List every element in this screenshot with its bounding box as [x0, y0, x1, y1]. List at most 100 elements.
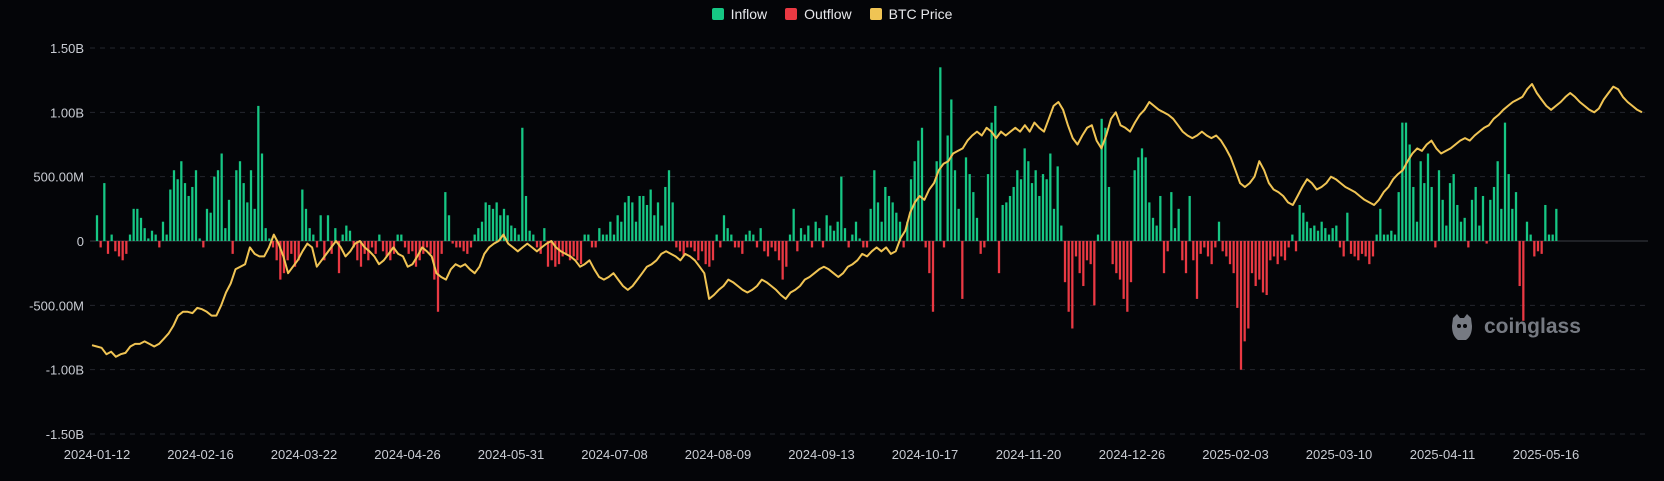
- inflow-bar: [620, 221, 623, 241]
- inflow-bar: [216, 170, 220, 241]
- x-tick-label: 2024-08-09: [685, 447, 752, 462]
- inflow-bar: [1291, 234, 1294, 241]
- inflow-bar: [499, 215, 502, 241]
- outflow-bar: [1434, 241, 1437, 248]
- outflow-bar: [1085, 241, 1089, 261]
- inflow-bar: [139, 217, 143, 241]
- outflow-bar: [1203, 241, 1206, 248]
- outflow-bar: [1283, 241, 1287, 261]
- inflow-bar: [1408, 144, 1411, 241]
- outflow-bar: [202, 241, 205, 248]
- inflow-bar: [667, 170, 671, 241]
- inflow-bar: [1514, 192, 1518, 241]
- outflow-bar: [433, 241, 436, 280]
- outflow-bar: [99, 241, 102, 248]
- inflow-swatch-icon: [711, 8, 724, 20]
- inflow-bar: [334, 228, 337, 241]
- outflow-bar: [407, 241, 410, 254]
- outflow-bar: [847, 241, 850, 248]
- inflow-bar: [898, 221, 902, 241]
- inflow-bar: [1038, 195, 1041, 241]
- inflow-bar: [1144, 157, 1147, 241]
- outflow-bar: [590, 241, 594, 248]
- outflow-bar: [1357, 241, 1360, 261]
- outflow-bar: [1360, 241, 1364, 254]
- outflow-bar: [1280, 241, 1283, 257]
- inflow-bar: [1375, 234, 1378, 241]
- outflow-bar: [979, 241, 982, 254]
- inflow-bar: [1030, 183, 1034, 241]
- outflow-bar: [1239, 241, 1243, 370]
- inflow-bar: [825, 215, 828, 241]
- outflow-bar: [675, 241, 678, 248]
- outflow-bar: [704, 241, 707, 265]
- inflow-bar: [257, 105, 260, 242]
- inflow-bar: [1404, 122, 1408, 241]
- inflow-bar: [946, 135, 949, 241]
- x-tick-label: 2024-11-20: [996, 447, 1062, 462]
- inflow-bar: [1555, 208, 1558, 241]
- inflow-bar: [488, 204, 491, 241]
- inflow-bar: [920, 127, 924, 241]
- inflow-bar: [1019, 179, 1023, 241]
- outflow-bar: [1540, 241, 1543, 254]
- inflow-bar: [854, 221, 858, 241]
- inflow-bar: [480, 221, 484, 241]
- outflow-bar: [1166, 241, 1169, 252]
- x-tick-label: 2024-12-26: [1099, 447, 1166, 462]
- inflow-bar: [1320, 221, 1323, 241]
- outflow-bar: [942, 241, 946, 248]
- inflow-bar: [1452, 174, 1455, 241]
- inflow-bar: [730, 234, 733, 241]
- inflow-bar: [917, 140, 920, 241]
- inflow-bar: [1049, 153, 1052, 241]
- outflow-bar: [106, 241, 110, 254]
- inflow-bar: [1045, 179, 1048, 241]
- x-tick-label: 2025-02-03: [1202, 447, 1269, 462]
- outflow-bar: [1353, 241, 1356, 257]
- inflow-bar: [645, 204, 649, 241]
- x-tick-label: 2024-07-08: [581, 447, 648, 462]
- outflow-bar: [1261, 241, 1265, 293]
- outflow-bar: [565, 241, 568, 254]
- inflow-bar: [1107, 186, 1111, 241]
- inflow-bar: [1492, 186, 1496, 241]
- inflow-bar: [1489, 199, 1492, 241]
- inflow-bar: [1331, 228, 1334, 241]
- outflow-bar: [231, 241, 234, 254]
- outflow-bar: [535, 241, 539, 248]
- inflow-bar: [1426, 153, 1430, 241]
- inflow-bar: [304, 208, 308, 241]
- inflow-bar: [1060, 225, 1063, 241]
- inflow-bar: [220, 153, 223, 241]
- outflow-bar: [1258, 241, 1261, 280]
- legend-item-inflow[interactable]: Inflow: [711, 6, 767, 22]
- outflow-bar: [719, 241, 722, 248]
- outflow-bar: [290, 241, 293, 254]
- inflow-bar: [1324, 228, 1327, 241]
- outflow-bar: [1236, 241, 1239, 308]
- inflow-bar: [326, 215, 330, 241]
- inflow-bar: [194, 170, 198, 241]
- x-tick-label: 2025-04-11: [1410, 447, 1476, 462]
- inflow-bar: [1386, 234, 1389, 241]
- legend-item-btc-price[interactable]: BTC Price: [869, 6, 952, 22]
- outflow-bar: [781, 241, 784, 280]
- inflow-bar: [598, 228, 601, 241]
- outflow-bar: [1522, 241, 1525, 321]
- inflow-bar: [1441, 199, 1444, 241]
- x-axis-tick-labels: 2024-01-12 2024-02-16 2024-03-22 2024-04-26…: [64, 447, 1580, 462]
- inflow-bar: [807, 225, 810, 241]
- inflow-bar: [1151, 217, 1155, 241]
- outflow-bar: [1536, 241, 1540, 252]
- outflow-bar: [763, 241, 766, 252]
- inflow-bar: [521, 127, 524, 241]
- outflow-bar: [682, 241, 685, 257]
- inflow-bar: [224, 228, 227, 241]
- inflow-bar: [1496, 161, 1499, 241]
- outflow-bar: [928, 241, 931, 274]
- legend-item-outflow[interactable]: Outflow: [785, 6, 852, 22]
- inflow-bar: [1008, 195, 1012, 241]
- inflow-bar: [1313, 225, 1316, 241]
